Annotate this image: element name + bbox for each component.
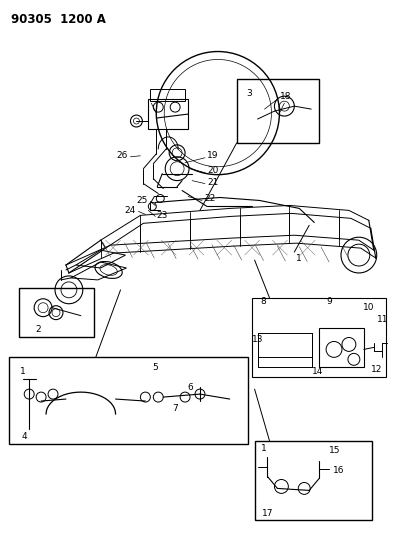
Text: 5: 5	[152, 363, 158, 372]
Text: 19: 19	[207, 151, 219, 160]
Bar	[319, 328, 364, 367]
Text: 2: 2	[35, 325, 41, 334]
Text: 13: 13	[252, 335, 263, 344]
Text: 18: 18	[280, 92, 291, 101]
Text: 17: 17	[262, 508, 273, 518]
Bar	[19, 288, 94, 337]
Bar	[151, 89, 185, 101]
Text: 10: 10	[363, 303, 375, 312]
Text: 6: 6	[187, 383, 193, 392]
Text: 20: 20	[207, 166, 219, 175]
Text: 12: 12	[371, 365, 383, 374]
Text: 26: 26	[117, 151, 128, 160]
Bar	[255, 441, 372, 520]
Text: 15: 15	[329, 446, 341, 455]
Text: 14: 14	[312, 367, 323, 376]
Text: 23: 23	[156, 211, 168, 220]
Bar	[9, 357, 248, 444]
Text: 1: 1	[20, 367, 26, 376]
Text: 1: 1	[296, 254, 302, 263]
Text: 22: 22	[204, 194, 216, 203]
Text: 9: 9	[326, 297, 332, 306]
Text: 16: 16	[333, 466, 345, 475]
Text: 4: 4	[21, 432, 27, 441]
Text: 21: 21	[207, 178, 219, 187]
Text: 11: 11	[377, 315, 388, 324]
Text: 8: 8	[261, 297, 266, 306]
Text: 1: 1	[261, 444, 266, 453]
Bar	[149, 99, 188, 129]
Bar	[258, 333, 312, 367]
Bar	[252, 298, 386, 377]
Text: 24: 24	[125, 206, 136, 215]
Text: 25: 25	[137, 196, 148, 205]
Text: 90305  1200 A: 90305 1200 A	[11, 13, 106, 26]
Bar	[237, 79, 319, 143]
Text: 3: 3	[247, 88, 253, 98]
Text: 7: 7	[172, 405, 178, 414]
